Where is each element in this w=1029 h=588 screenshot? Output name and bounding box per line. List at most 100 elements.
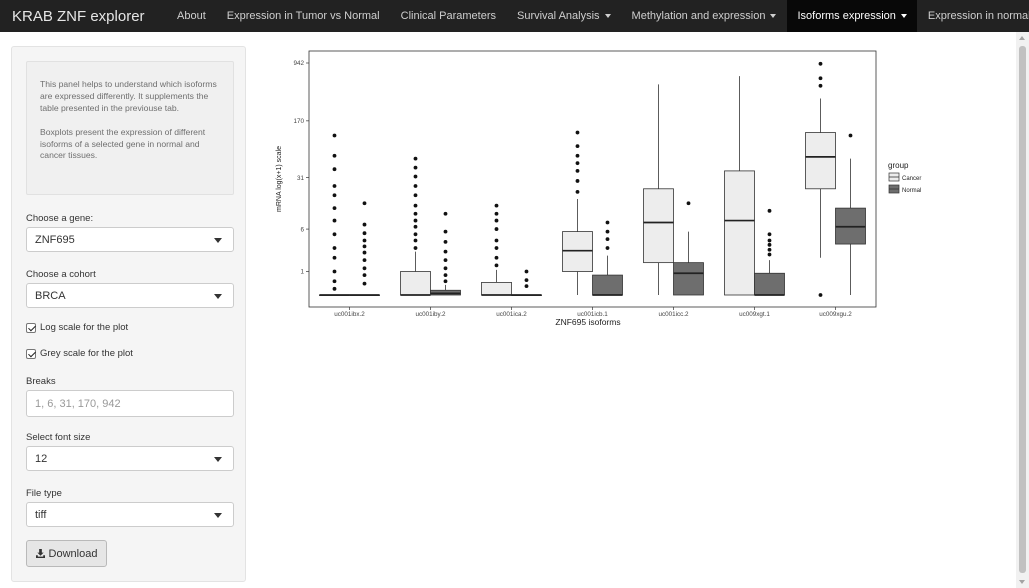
download-button[interactable]: Download: [26, 540, 107, 567]
font-size-select-value: 12: [35, 452, 48, 465]
outlier-point: [443, 239, 448, 244]
nav-survival-analysis[interactable]: Survival Analysis: [507, 0, 622, 32]
box-cancer-uc001icc-2: [643, 84, 674, 295]
nav-clinical-parameters[interactable]: Clinical Parameters: [390, 0, 506, 32]
box-normal-uc001icc-2: [673, 201, 704, 296]
nav-about[interactable]: About: [167, 0, 217, 32]
outlier-point: [413, 246, 418, 250]
isoform-boxplot: 1 6 31 170 942 uc001ibx.2 uc001iby.2 uc001ica.…: [265, 40, 945, 335]
outlier-point: [605, 246, 610, 250]
caret-down-icon: [770, 14, 777, 18]
scroll-up-icon[interactable]: [1019, 36, 1025, 40]
outlier-point: [524, 269, 529, 274]
log-scale-option: Log scale for the plot: [26, 322, 128, 333]
outlier-point: [575, 130, 580, 135]
nav-methylation-expression[interactable]: Methylation and expression: [621, 0, 787, 32]
outlier-point: [413, 224, 418, 229]
nav-expression-tumor-normal[interactable]: Expression in Tumor vs Normal: [216, 0, 390, 32]
outlier-point: [605, 220, 610, 225]
box-iqr: [805, 132, 836, 190]
x-tick-label: uc001icb.1: [577, 311, 608, 318]
grey-scale-checkbox[interactable]: [26, 348, 36, 359]
outlier-point: [443, 279, 448, 284]
x-axis-title: ZNF695 isoforms: [555, 317, 620, 327]
dropdown-arrow-icon: [214, 513, 222, 518]
outlier-point: [767, 247, 772, 252]
outlier-point: [494, 255, 499, 260]
cohort-select[interactable]: BRCA: [26, 283, 234, 308]
y-tick-label: 942: [293, 60, 304, 67]
outlier-point: [818, 83, 823, 88]
box-iqr: [643, 188, 674, 264]
info-text-2: Boxplots present the expression of diffe…: [40, 126, 206, 161]
box-normal-uc001ica-2: [511, 269, 542, 297]
box-cancer-uc001iby-2: [400, 156, 431, 296]
cohort-select-value: BRCA: [35, 289, 66, 302]
brand-title[interactable]: KRAB ZNF explorer: [12, 7, 145, 25]
outlier-point: [332, 269, 337, 274]
nav-expression-normal-tissue[interactable]: Expression in normal tissue: [917, 0, 1029, 32]
outlier-point: [332, 232, 337, 237]
nav-label: Clinical Parameters: [400, 10, 496, 22]
vertical-scrollbar[interactable]: [1016, 32, 1029, 588]
gene-select[interactable]: ZNF695: [26, 227, 234, 252]
box-cancer-uc001ibx-2: [319, 133, 350, 297]
outlier-point: [362, 273, 367, 277]
breaks-label: Breaks: [26, 376, 56, 387]
scroll-thumb[interactable]: [1019, 46, 1026, 573]
nav-label: Expression in Tumor vs Normal: [226, 10, 380, 22]
file-type-select[interactable]: tiff: [26, 502, 234, 527]
y-tick-label: 170: [293, 118, 304, 125]
log-scale-checkbox[interactable]: [26, 322, 36, 333]
scroll-down-icon[interactable]: [1019, 580, 1025, 584]
box-normal-uc001icb-1: [592, 220, 623, 296]
outlier-point: [848, 133, 853, 138]
outlier-point: [605, 237, 610, 242]
log-scale-label[interactable]: Log scale for the plot: [40, 322, 129, 333]
outlier-point: [494, 263, 499, 268]
y-tick-label: 31: [297, 175, 305, 182]
nav-isoforms-expression[interactable]: Isoforms expression: [786, 0, 918, 32]
breaks-input[interactable]: [26, 390, 234, 417]
outlier-point: [494, 211, 499, 216]
download-label: Download: [48, 547, 98, 560]
gene-select-value: ZNF695: [35, 233, 75, 246]
outlier-point: [767, 208, 772, 213]
sidebar-panel: This panel helps to understand which iso…: [11, 46, 246, 582]
outlier-point: [413, 211, 418, 216]
outlier-point: [362, 238, 367, 243]
outlier-point: [332, 206, 337, 211]
outlier-point: [575, 144, 580, 149]
outlier-point: [767, 232, 772, 237]
outlier-point: [332, 193, 337, 198]
nav-label: About: [177, 10, 206, 22]
x-tick-label: uc009xgu.2: [819, 311, 852, 318]
x-tick-label: uc001ibx.2: [334, 311, 365, 318]
outlier-point: [332, 286, 337, 291]
caret-down-icon: [604, 14, 611, 18]
y-tick-label: 1: [300, 269, 304, 276]
download-icon: [35, 549, 45, 558]
font-size-select[interactable]: 12: [26, 446, 234, 471]
box-normal-uc001iby-2: [430, 211, 461, 296]
dropdown-arrow-icon: [214, 294, 222, 299]
outlier-point: [575, 161, 580, 166]
outlier-point: [524, 284, 529, 289]
font-size-label: Select font size: [26, 432, 91, 443]
outlier-point: [362, 201, 367, 206]
box-iqr: [724, 170, 755, 296]
outlier-point: [332, 218, 337, 223]
outlier-point: [413, 238, 418, 243]
outlier-point: [767, 242, 772, 247]
outlier-point: [818, 76, 823, 81]
outlier-point: [362, 250, 367, 255]
nav-label: Isoforms expression: [797, 10, 896, 22]
box-iqr: [481, 282, 512, 296]
cohort-label: Choose a cohort: [26, 269, 96, 280]
box-iqr: [673, 262, 704, 296]
legend-label-cancer: Cancer: [902, 176, 921, 182]
outlier-point: [362, 266, 367, 271]
grey-scale-label[interactable]: Grey scale for the plot: [40, 348, 133, 359]
outlier-point: [524, 278, 529, 283]
outlier-point: [413, 184, 418, 188]
